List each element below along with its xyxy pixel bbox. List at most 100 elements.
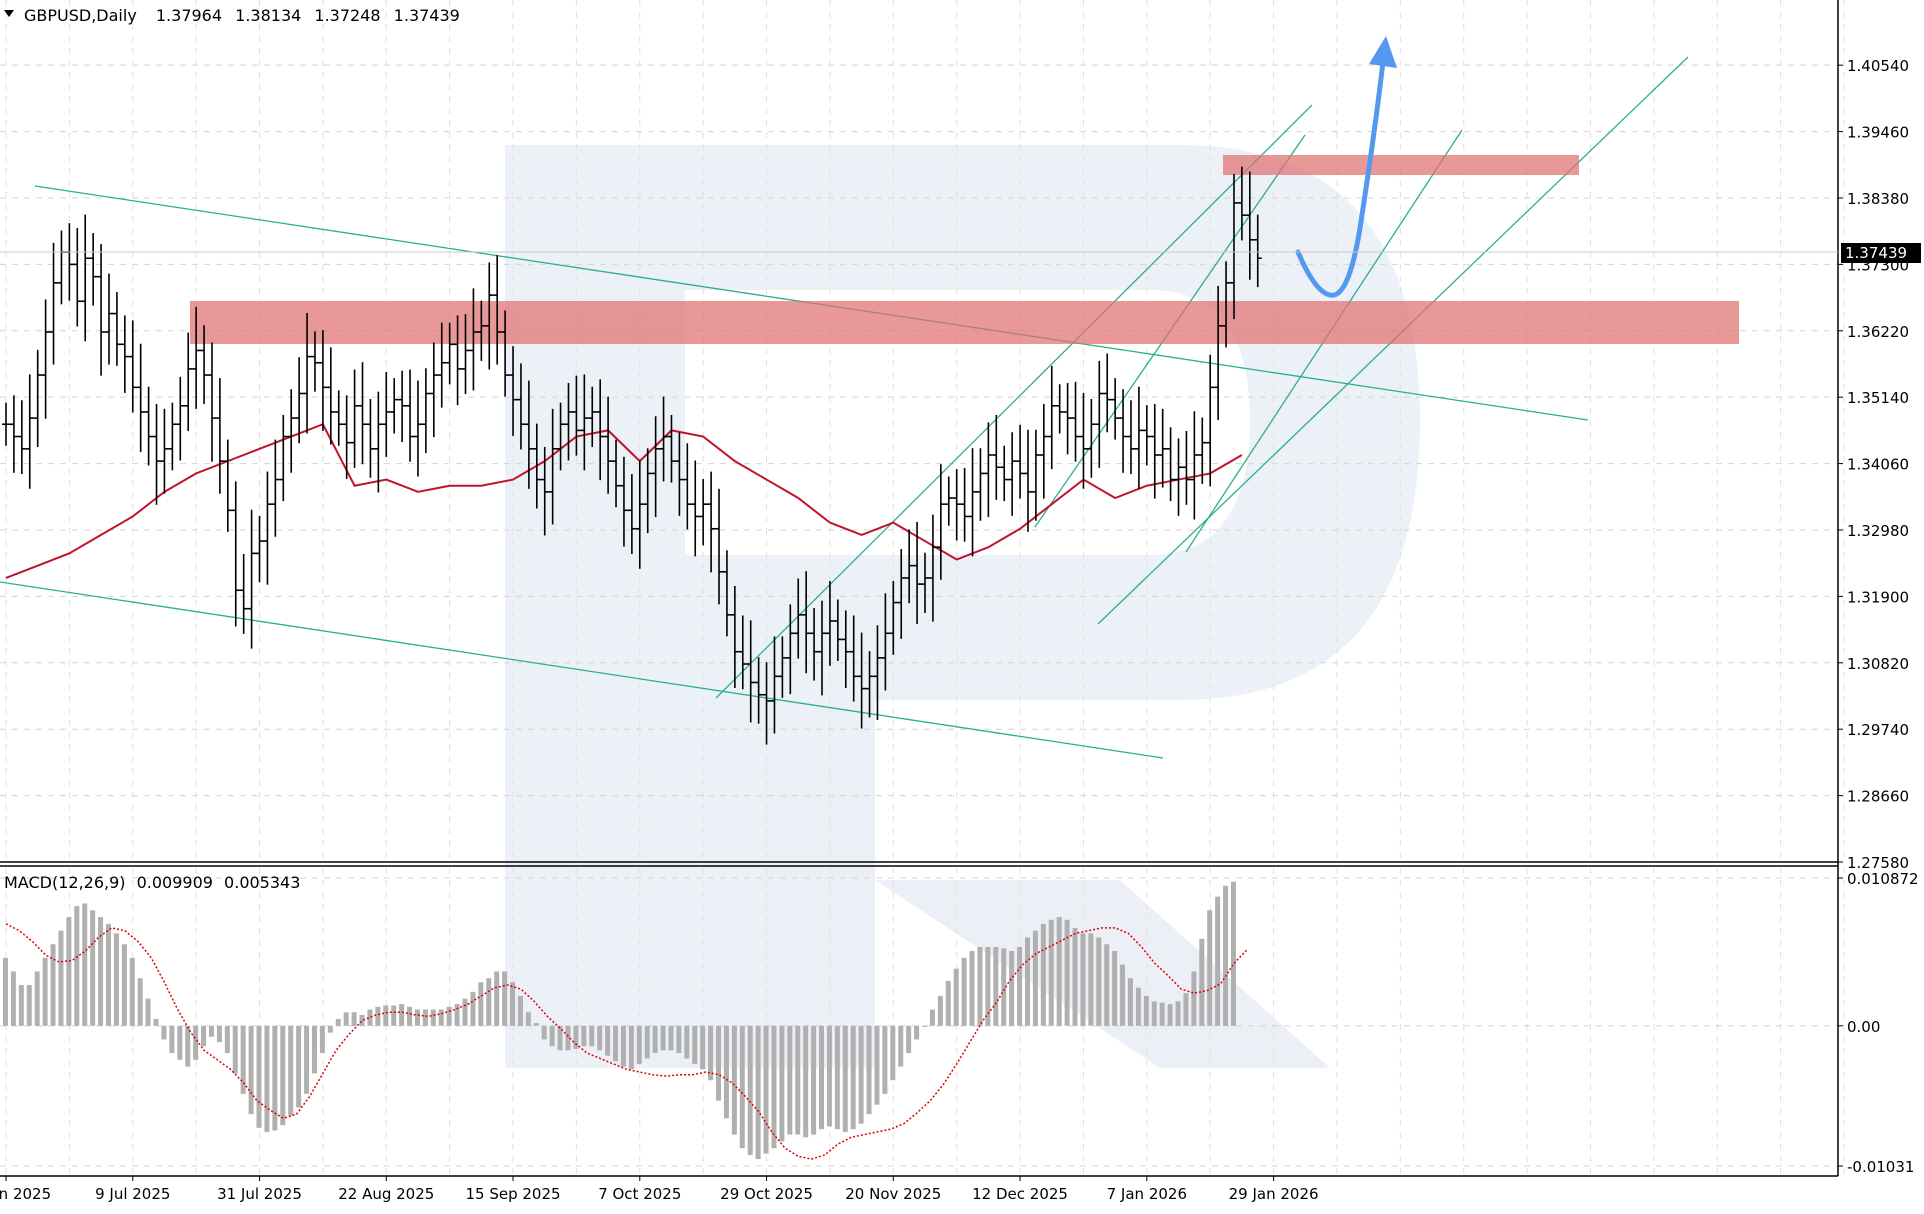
ohlc-bar	[794, 578, 803, 659]
macd-histogram-bar	[1223, 885, 1229, 1026]
price-bars-layer	[2, 166, 1262, 745]
macd-histogram-bar	[232, 1025, 238, 1074]
ohlc-bar	[683, 443, 692, 530]
macd-histogram-bar	[26, 985, 32, 1026]
time-tick-label: 31 Jul 2025	[217, 1185, 302, 1203]
macd-histogram-bar	[937, 995, 943, 1026]
ohlc-bar	[421, 368, 430, 454]
ohlc-bar	[200, 325, 209, 404]
ohlc-bar	[1016, 424, 1025, 499]
macd-histogram-bar	[755, 1025, 761, 1160]
macd-histogram-bar	[1072, 927, 1078, 1026]
ohlc-bar	[1095, 360, 1104, 468]
macd-histogram-bar	[1056, 917, 1062, 1026]
macd-title: MACD(12,26,9)	[4, 873, 126, 892]
macd-histogram-bar	[391, 1005, 397, 1026]
ohlc-bar	[1245, 171, 1254, 280]
ohlc-bar	[675, 432, 684, 516]
price-tick-label: 1.31900	[1847, 588, 1909, 606]
macd-histogram-bar	[319, 1025, 325, 1054]
macd-histogram-bar	[589, 1025, 595, 1047]
ohlc-bar	[445, 322, 454, 385]
macd-histogram-bar	[787, 1025, 793, 1135]
macd-histogram-bar	[700, 1025, 706, 1070]
ohlc-bar	[1063, 383, 1072, 455]
macd-histogram-bar	[90, 910, 96, 1026]
macd-axis-labels: 0.010872 0.00 -0.01031	[1838, 870, 1919, 1176]
ohlc-bar	[1119, 389, 1128, 473]
macd-histogram-bar	[74, 906, 80, 1026]
macd-histogram-bar	[565, 1025, 571, 1051]
ohlc-bar	[691, 460, 700, 557]
macd-histogram-bar	[264, 1025, 270, 1132]
macd-histogram-bar	[1199, 938, 1205, 1026]
ohlc-bar	[707, 471, 716, 573]
macd-histogram-bar	[874, 1025, 880, 1105]
time-axis-labels: 17 Jun 2025 9 Jul 2025 31 Jul 2025 22 Aug 2…	[0, 1176, 1319, 1203]
macd-histogram-bar	[922, 1025, 927, 1027]
macd-histogram-bar	[945, 980, 951, 1026]
ohlc-bar	[659, 396, 668, 482]
macd-histogram-bar	[914, 1025, 920, 1040]
ohlc-bar	[1071, 381, 1080, 462]
macd-histogram-bar	[771, 1025, 777, 1149]
macd-histogram-bar	[842, 1025, 848, 1132]
ohlc-bar	[786, 604, 795, 695]
ohlc-close: 1.37439	[394, 6, 460, 25]
macd-histogram-bar	[121, 944, 127, 1026]
ohlc-bar	[33, 349, 42, 447]
price-tick-label: 1.28660	[1847, 788, 1909, 806]
ohlc-bar	[651, 416, 660, 518]
macd-histogram-bar	[961, 957, 967, 1026]
time-tick-label: 17 Jun 2025	[0, 1185, 51, 1203]
ohlc-bar	[390, 378, 399, 434]
macd-histogram-bar	[1048, 919, 1054, 1026]
ohlc-bar	[715, 488, 724, 605]
macd-histogram-bar	[826, 1025, 832, 1127]
triangle-down-icon[interactable]	[4, 10, 14, 17]
ohlc-bar	[41, 299, 50, 419]
ohlc-bar	[136, 343, 145, 452]
ohlc-bar	[897, 549, 906, 639]
macd-histogram-bar	[1080, 933, 1086, 1026]
ohlc-bar	[516, 363, 525, 450]
macd-tick-label: -0.01031	[1847, 1158, 1914, 1176]
macd-histogram-bar	[613, 1025, 619, 1062]
ohlc-bar	[437, 322, 446, 408]
ohlc-bar	[1174, 438, 1183, 516]
macd-histogram-bar	[414, 1009, 420, 1026]
ohlc-bar	[477, 300, 486, 361]
macd-histogram-bar	[486, 978, 492, 1026]
ohlc-bar	[1253, 214, 1262, 288]
macd-histogram-bar	[193, 1025, 199, 1060]
ohlc-bar	[493, 255, 502, 365]
macd-histogram-bar	[985, 946, 991, 1026]
macd-histogram-bar	[1191, 971, 1197, 1026]
price-tick-label: 1.38380	[1847, 190, 1909, 208]
ohlc-bar	[762, 662, 771, 745]
macd-histogram-bar	[208, 1025, 214, 1037]
macd-histogram-bar	[1009, 951, 1015, 1026]
macd-histogram-bar	[668, 1025, 674, 1051]
macd-histogram-bar	[525, 1012, 531, 1026]
ohlc-bar	[374, 391, 383, 493]
time-tick-label: 29 Oct 2025	[720, 1185, 813, 1203]
macd-histogram-bar	[58, 930, 64, 1026]
ohlc-low: 1.37248	[314, 6, 380, 25]
ohlc-bar	[104, 273, 113, 365]
ohlc-bar	[635, 460, 644, 569]
macd-histogram-bar	[1175, 1001, 1181, 1026]
macd-histogram-bar	[1017, 946, 1023, 1026]
ohlc-bar	[596, 379, 605, 481]
macd-histogram-bar	[311, 1025, 317, 1074]
ohlc-bar	[944, 476, 953, 526]
macd-histogram-bar	[1151, 1001, 1157, 1026]
macd-histogram-bar	[969, 951, 975, 1026]
ohlc-bar	[1222, 261, 1231, 348]
ohlc-bar	[1166, 427, 1175, 502]
macd-histogram-bar	[422, 1009, 428, 1026]
macd-histogram-bar	[652, 1025, 658, 1054]
forecast-arrowhead-icon	[1369, 36, 1397, 68]
